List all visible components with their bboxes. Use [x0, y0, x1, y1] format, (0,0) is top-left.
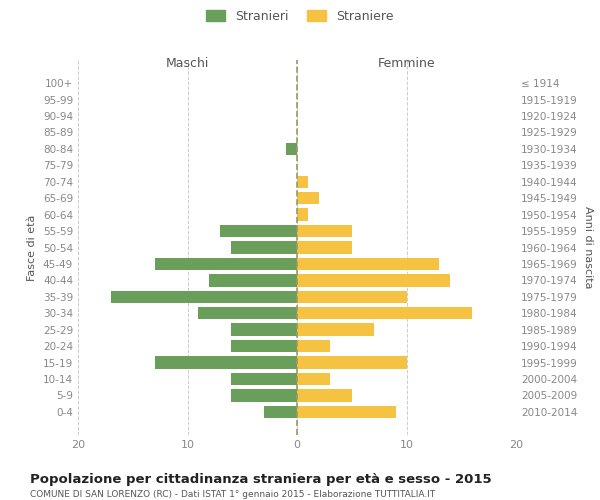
Bar — [297, 274, 450, 286]
Bar — [111, 290, 297, 303]
Bar — [199, 307, 297, 320]
Legend: Stranieri, Straniere: Stranieri, Straniere — [203, 6, 397, 26]
Text: COMUNE DI SAN LORENZO (RC) - Dati ISTAT 1° gennaio 2015 - Elaborazione TUTTITALI: COMUNE DI SAN LORENZO (RC) - Dati ISTAT … — [30, 490, 435, 499]
Bar — [232, 242, 297, 254]
Text: Popolazione per cittadinanza straniera per età e sesso - 2015: Popolazione per cittadinanza straniera p… — [30, 472, 491, 486]
Bar — [232, 373, 297, 385]
Bar — [297, 290, 407, 303]
Bar — [155, 356, 297, 368]
Text: Maschi: Maschi — [166, 57, 209, 70]
Bar — [297, 242, 352, 254]
Bar — [232, 389, 297, 402]
Y-axis label: Fasce di età: Fasce di età — [28, 214, 37, 280]
Bar — [297, 307, 472, 320]
Bar — [264, 406, 297, 418]
Bar — [297, 356, 407, 368]
Bar — [232, 340, 297, 352]
Bar — [220, 225, 297, 237]
Bar — [155, 258, 297, 270]
Bar — [297, 176, 308, 188]
Bar — [209, 274, 297, 286]
Bar — [297, 340, 330, 352]
Bar — [297, 389, 352, 402]
Y-axis label: Anni di nascita: Anni di nascita — [583, 206, 593, 289]
Bar — [297, 225, 352, 237]
Bar — [286, 143, 297, 155]
Bar — [297, 258, 439, 270]
Bar — [297, 324, 374, 336]
Bar — [297, 192, 319, 204]
Bar — [297, 373, 330, 385]
Bar — [232, 324, 297, 336]
Bar — [297, 208, 308, 221]
Bar — [297, 406, 395, 418]
Text: Femmine: Femmine — [377, 57, 436, 70]
